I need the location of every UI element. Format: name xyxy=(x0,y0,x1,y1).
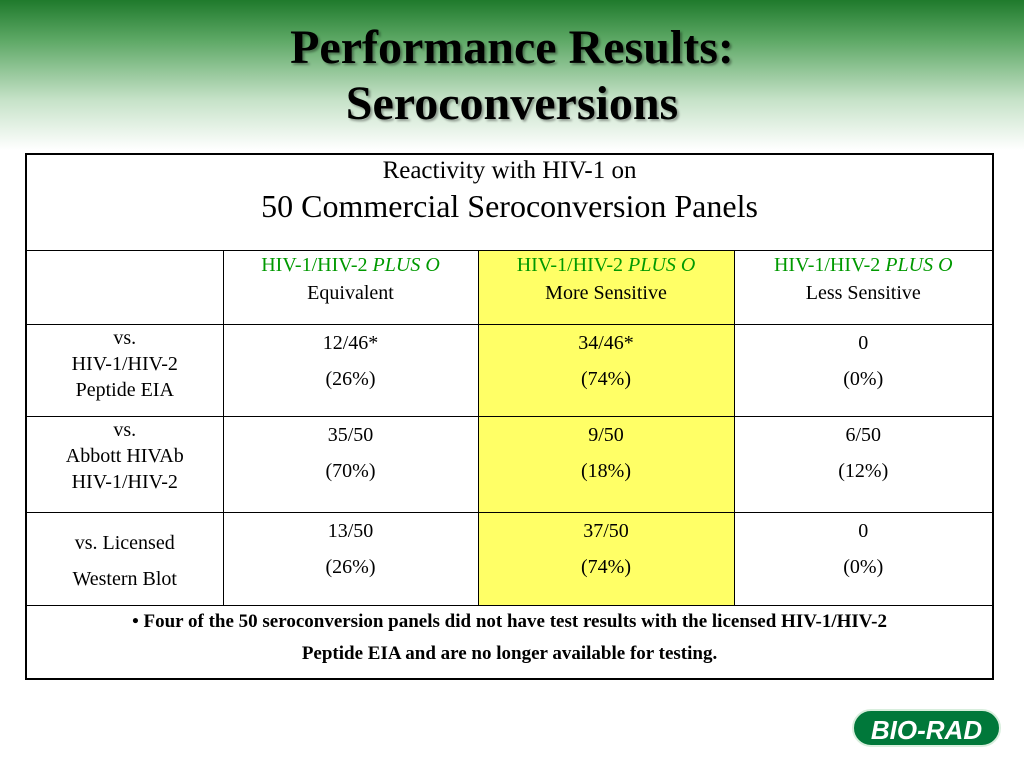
header-prefix: HIV-1/HIV-2 xyxy=(516,254,629,276)
cell-percent: (0%) xyxy=(843,368,884,390)
header-italic: PLUS O xyxy=(372,254,440,276)
table-row: vs. Abbott HIVAb HIV-1/HIV-2 35/50 (70%)… xyxy=(25,416,994,513)
cell-count: 13/50 xyxy=(327,520,374,542)
cell-percent: (74%) xyxy=(581,556,631,578)
table-cell: 13/50 (26%) xyxy=(222,512,479,606)
caption-line-1: Reactivity with HIV-1 on xyxy=(382,157,637,184)
cell-count: 12/46* xyxy=(322,332,379,354)
footnote-line-2: Peptide EIA and are no longer available … xyxy=(301,643,718,664)
table-footnote: • Four of the 50 seroconversion panels d… xyxy=(25,605,994,680)
row-label: vs. HIV-1/HIV-2 Peptide EIA xyxy=(25,324,224,417)
slide-title: Performance Results: Seroconversions xyxy=(0,20,1024,132)
header-prefix: HIV-1/HIV-2 xyxy=(773,254,886,276)
cell-count: 9/50 xyxy=(588,424,624,446)
footnote-line-1: • Four of the 50 seroconversion panels d… xyxy=(132,611,887,632)
table-cell: 34/46* (74%) xyxy=(477,324,735,417)
table-cell: 9/50 (18%) xyxy=(477,416,735,513)
table-cell: 37/50 (74%) xyxy=(477,512,735,606)
header-less-sensitive: HIV-1/HIV-2 PLUS O Less Sensitive xyxy=(733,250,994,325)
table-cell: 0 (0%) xyxy=(733,512,994,606)
header-equivalent: HIV-1/HIV-2 PLUS O Equivalent xyxy=(222,250,479,325)
header-prefix: HIV-1/HIV-2 xyxy=(261,254,373,276)
header-sub: Less Sensitive xyxy=(805,282,921,304)
row-label-line: vs. Licensed xyxy=(74,532,175,554)
table-row: vs. HIV-1/HIV-2 Peptide EIA 12/46* (26%)… xyxy=(25,324,994,417)
row-label-line: HIV-1/HIV-2 xyxy=(71,353,178,375)
header-italic: PLUS O xyxy=(885,254,953,276)
bio-rad-logo: BIO-RAD xyxy=(852,709,1001,747)
cell-percent: (70%) xyxy=(325,460,376,482)
cell-count: 6/50 xyxy=(845,424,882,446)
title-line-2: Seroconversions xyxy=(345,77,679,130)
row-label: vs. Abbott HIVAb HIV-1/HIV-2 xyxy=(25,416,224,513)
row-label-line: Peptide EIA xyxy=(75,379,174,401)
caption-line-2: 50 Commercial Seroconversion Panels xyxy=(261,188,758,224)
row-label-line: Western Blot xyxy=(72,568,177,590)
header-sub: More Sensitive xyxy=(545,282,667,304)
cell-percent: (18%) xyxy=(581,460,631,482)
row-label: vs. Licensed Western Blot xyxy=(25,512,224,606)
cell-count: 37/50 xyxy=(583,520,629,542)
cell-count: 0 xyxy=(858,332,869,354)
row-label-line: HIV-1/HIV-2 xyxy=(71,471,178,493)
title-line-1: Performance Results: xyxy=(290,21,734,74)
header-empty-cell xyxy=(25,250,224,325)
table-caption: Reactivity with HIV-1 on 50 Commercial S… xyxy=(25,153,994,251)
cell-percent: (26%) xyxy=(325,368,376,390)
table-row: vs. Licensed Western Blot 13/50 (26%) 37… xyxy=(25,512,994,606)
cell-percent: (12%) xyxy=(838,460,889,482)
header-more-sensitive: HIV-1/HIV-2 PLUS O More Sensitive xyxy=(477,250,735,325)
table-cell: 6/50 (12%) xyxy=(733,416,994,513)
row-label-line: Abbott HIVAb xyxy=(65,445,184,467)
row-label-line: vs. xyxy=(113,419,137,441)
cell-percent: (26%) xyxy=(325,556,376,578)
table-cell: 0 (0%) xyxy=(733,324,994,417)
table-cell: 35/50 (70%) xyxy=(222,416,479,513)
cell-percent: (0%) xyxy=(843,556,884,578)
cell-percent: (74%) xyxy=(581,368,631,390)
header-italic: PLUS O xyxy=(628,254,696,276)
cell-count: 0 xyxy=(858,520,869,542)
cell-count: 35/50 xyxy=(327,424,374,446)
header-sub: Equivalent xyxy=(307,282,394,304)
row-label-line: vs. xyxy=(113,327,137,349)
table-cell: 12/46* (26%) xyxy=(222,324,479,417)
results-table: Reactivity with HIV-1 on 50 Commercial S… xyxy=(25,153,995,680)
cell-count: 34/46* xyxy=(578,332,634,354)
